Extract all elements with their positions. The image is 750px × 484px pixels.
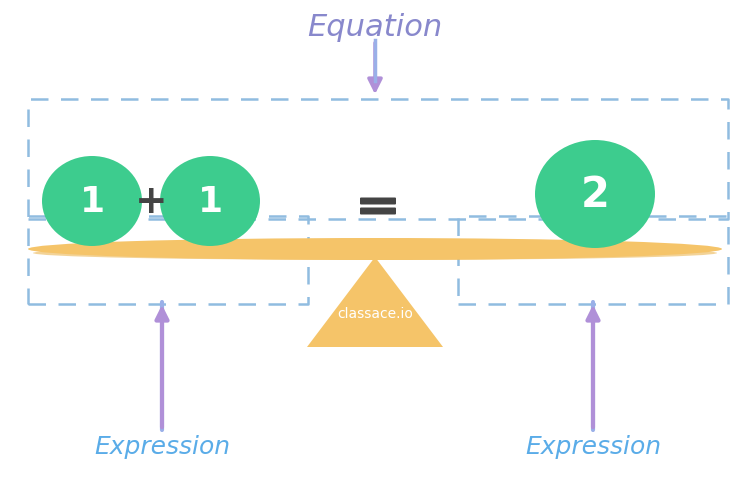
Ellipse shape [42,157,142,246]
FancyBboxPatch shape [360,208,396,215]
Text: Equation: Equation [308,13,442,42]
Ellipse shape [535,141,655,248]
Text: Expression: Expression [94,434,230,458]
Text: 2: 2 [580,174,610,215]
FancyBboxPatch shape [360,198,396,205]
Text: +: + [135,182,167,221]
Text: 1: 1 [197,184,223,219]
Text: classace.io: classace.io [337,306,413,320]
Text: 1: 1 [80,184,104,219]
Ellipse shape [28,239,722,260]
Text: Expression: Expression [525,434,661,458]
Ellipse shape [160,157,260,246]
Ellipse shape [33,246,717,260]
Polygon shape [307,257,443,348]
